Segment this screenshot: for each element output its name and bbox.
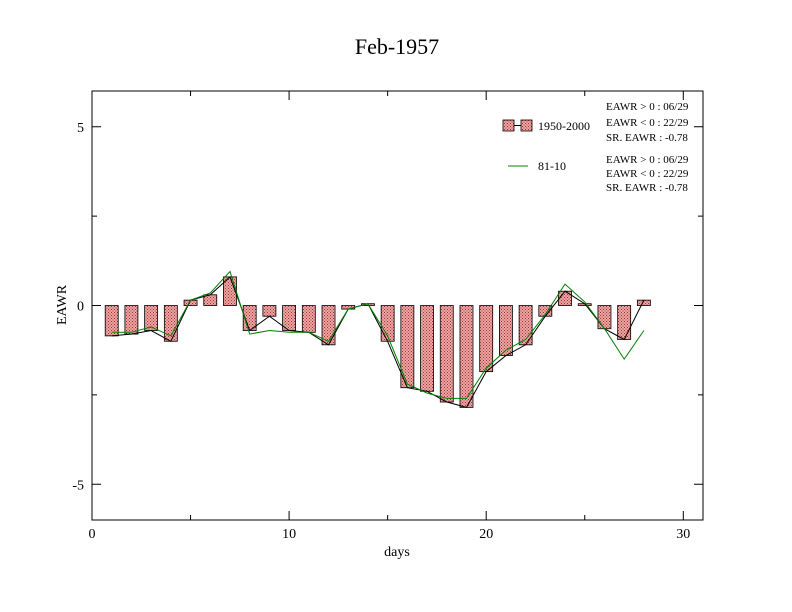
legend-entry-81-10: 81-10	[508, 159, 566, 173]
bar	[124, 305, 139, 335]
bar-series-1950-2000	[104, 276, 651, 408]
stat-positive-1950-2000: EAWR > 0 : 06/29	[606, 101, 689, 113]
bar	[262, 305, 277, 317]
chart-title: Feb-1957	[355, 34, 439, 59]
stats-81-10: EAWR > 0 : 06/29 EAWR < 0 : 22/29 SR. EA…	[606, 154, 689, 194]
x-axis: 0 10 20 30	[89, 91, 690, 542]
legend: 1950-2000 81-10 EAWR > 0 : 06/29 EAWR < …	[502, 101, 689, 194]
bar	[104, 305, 119, 337]
bar	[420, 305, 434, 392]
stats-1950-2000: EAWR > 0 : 06/29 EAWR < 0 : 22/29 SR. EA…	[606, 101, 689, 144]
y-axis-label: EAWR	[55, 284, 70, 325]
legend-label-1950-2000: 1950-2000	[538, 119, 590, 133]
y-tick-label: -5	[72, 478, 84, 493]
y-axis: -5 0 5	[72, 121, 703, 493]
bar	[400, 305, 415, 389]
legend-swatch-bar-left	[502, 119, 515, 132]
bar	[439, 305, 454, 403]
stat-sr-1950-2000: SR. EAWR : -0.78	[606, 132, 688, 144]
legend-entry-1950-2000: 1950-2000	[502, 119, 590, 133]
x-tick-label: 0	[89, 527, 96, 542]
line-series-1950-2000	[111, 276, 645, 408]
legend-label-81-10: 81-10	[538, 159, 566, 173]
stat-sr-81-10: SR. EAWR : -0.78	[606, 182, 688, 194]
bar	[597, 305, 612, 330]
bar	[301, 305, 316, 333]
y-tick-label: 5	[77, 121, 84, 136]
x-axis-label: days	[384, 545, 410, 560]
bar	[341, 305, 356, 310]
bar	[558, 290, 572, 306]
bar	[479, 305, 494, 373]
line-series-81-10	[111, 270, 645, 399]
legend-swatch-bar-right	[520, 119, 533, 132]
bar	[617, 305, 632, 340]
stat-negative-81-10: EAWR < 0 : 22/29	[606, 168, 689, 180]
y-tick-label: 0	[77, 300, 84, 315]
x-tick-label: 20	[479, 527, 493, 542]
x-tick-label: 10	[282, 527, 296, 542]
x-tick-label: 30	[676, 527, 690, 542]
stat-positive-81-10: EAWR > 0 : 06/29	[606, 154, 689, 166]
stat-negative-1950-2000: EAWR < 0 : 22/29	[606, 117, 689, 129]
